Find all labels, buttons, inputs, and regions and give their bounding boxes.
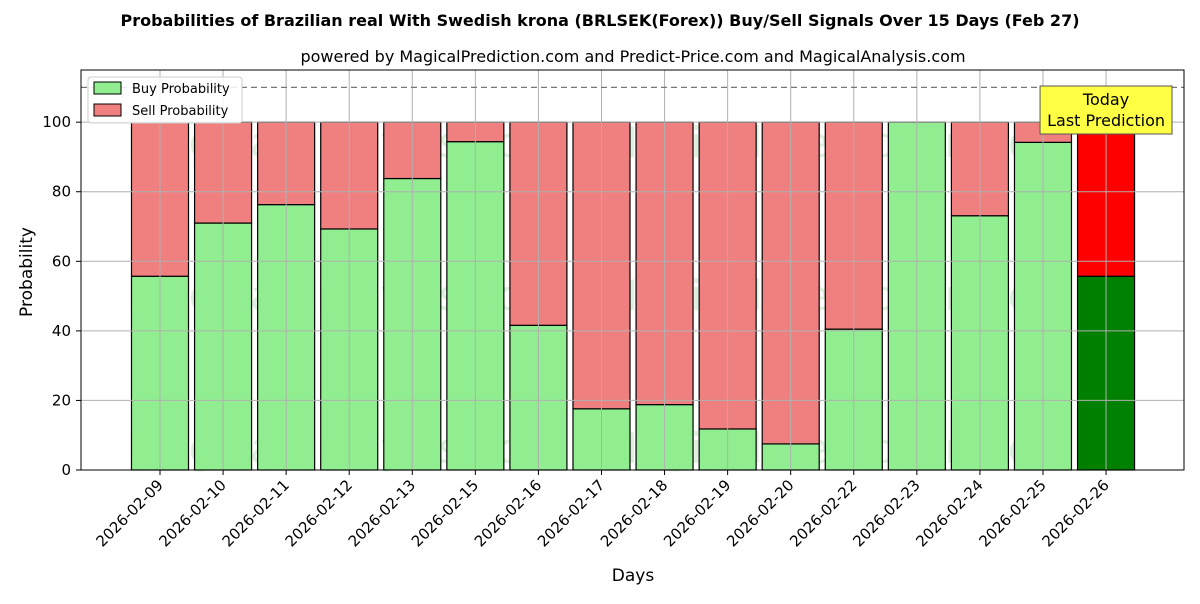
x-tick-label: 2026-02-18 [597,476,671,550]
legend-label: Sell Probability [132,104,229,119]
x-tick-label: 2026-02-10 [156,476,230,550]
x-tick-label: 2026-02-13 [345,476,419,550]
x-tick-label: 2026-02-09 [92,476,166,550]
x-tick-label: 2026-02-23 [849,476,923,550]
y-axis-label: Probability [17,227,37,317]
y-tick-label: 0 [61,461,71,479]
x-tick-label: 2026-02-25 [975,476,1049,550]
legend-swatch [93,81,122,95]
annotation-text: Last Prediction [1047,111,1165,130]
x-tick-label: 2026-02-16 [471,476,545,550]
legend-box [87,76,243,124]
chart-title: Probabilities of Brazilian real With Swe… [120,11,1079,30]
x-tick-label: 2026-02-19 [660,476,734,550]
legend-swatch [93,103,122,117]
x-tick-label: 2026-02-12 [282,476,356,550]
x-tick-label: 2026-02-17 [534,476,608,550]
x-tick-label: 2026-02-24 [912,476,986,550]
x-tick-label: 2026-02-20 [723,476,797,550]
y-tick-label: 60 [52,252,71,270]
x-tick-label: 2026-02-26 [1038,476,1112,550]
chart-subtitle: powered by MagicalPrediction.com and Pre… [300,47,965,66]
y-tick-label: 100 [42,113,71,131]
plot-area: MagicalAnalysis.comMagicalPrediction.com… [42,69,1185,550]
legend-label: Buy Probability [132,82,230,97]
y-tick-label: 20 [52,391,71,409]
annotation-text: Today [1082,90,1129,109]
annotation-box [1039,85,1173,135]
x-tick-label: 2026-02-15 [408,476,482,550]
y-tick-label: 40 [52,322,71,340]
y-tick-label: 80 [52,183,71,201]
x-tick-label: 2026-02-11 [219,476,293,550]
plot-frame [80,69,1185,471]
x-tick-label: 2026-02-22 [786,476,860,550]
x-axis-label: Days [612,566,655,586]
